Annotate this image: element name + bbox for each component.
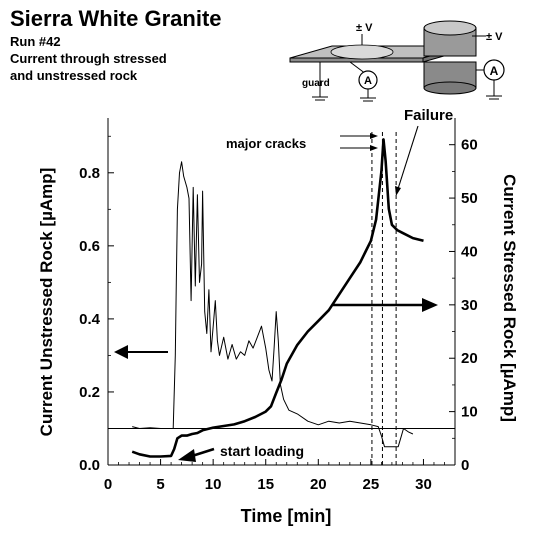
y-axis-right-title: Current Stressed Rock [µAmp] (500, 174, 519, 422)
failure-label: Failure (404, 107, 453, 124)
pm-v-label-right: ± V (486, 31, 503, 43)
left-axis-arrowhead (114, 345, 128, 359)
y-left-tick-label: 0.2 (79, 384, 100, 401)
major-cracks-label: major cracks (226, 136, 306, 151)
x-tick-label: 0 (104, 476, 112, 493)
x-tick-label: 5 (156, 476, 164, 493)
chart-title: Sierra White Granite (10, 6, 222, 31)
chart-subtitle-line-2: Current through stressed (10, 51, 167, 66)
x-tick-label: 30 (415, 476, 432, 493)
apparatus-diagram: ± V ± V guard A A (289, 20, 505, 102)
start-loading-label: start loading (220, 443, 304, 459)
data-series (131, 138, 424, 458)
y-right-tick-label: 30 (461, 297, 478, 314)
axis-ticks: 0 5 10 15 20 25 30 0.0 0.2 0.4 0.6 0.8 0 10 20 30 40 50 60 (79, 135, 478, 493)
x-tick-label: 25 (363, 476, 380, 493)
x-tick-label: 15 (257, 476, 274, 493)
y-axis-left-title: Current Unstressed Rock [µAmp] (37, 168, 56, 437)
failure-arrowhead (395, 186, 401, 196)
start-loading-arrowhead (178, 449, 196, 462)
left-ammeter-label: A (364, 75, 372, 87)
chart-subtitle-line-3: and unstressed rock (10, 68, 138, 83)
y-left-tick-label: 0.0 (79, 457, 100, 474)
right-ammeter-label: A (490, 64, 499, 78)
y-left-tick-label: 0.6 (79, 238, 100, 255)
left-electrode (330, 44, 394, 60)
unstressed-current-line (132, 161, 414, 448)
y-right-tick-label: 10 (461, 404, 478, 421)
y-right-tick-label: 40 (461, 243, 478, 260)
start-loading-arrow (191, 447, 215, 458)
stressed-current-line (131, 138, 424, 458)
right-axis-arrowhead (422, 298, 438, 312)
pm-v-label-left: ± V (356, 22, 373, 34)
annotations: Failure major cracks start loading (114, 107, 453, 462)
cylinder-bottom (423, 81, 477, 95)
y-right-tick-label: 50 (461, 190, 478, 207)
cylinder-top (423, 20, 477, 36)
plot-axes (107, 118, 456, 466)
x-tick-label: 10 (205, 476, 222, 493)
y-right-tick-label: 0 (461, 457, 469, 474)
y-right-tick-label: 20 (461, 350, 478, 367)
x-tick-label: 20 (310, 476, 327, 493)
y-left-tick-label: 0.4 (79, 311, 101, 328)
y-left-tick-label: 0.8 (79, 165, 100, 182)
x-axis-title: Time [min] (241, 506, 332, 526)
failure-arrow (396, 125, 419, 193)
y-right-tick-label: 60 (461, 137, 478, 154)
chart-subtitle-run: Run #42 (10, 34, 61, 49)
guard-label: guard (302, 78, 330, 89)
